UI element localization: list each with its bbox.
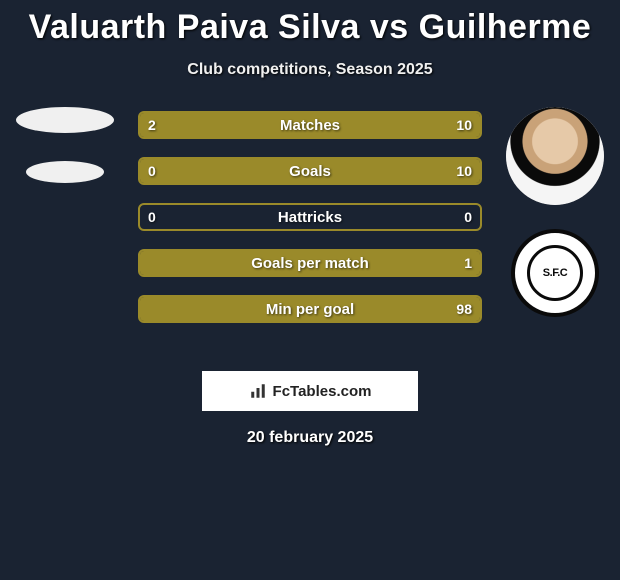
player-right-photo xyxy=(506,107,604,205)
page-title: Valuarth Paiva Silva vs Guilherme xyxy=(0,8,620,47)
stat-label: Goals xyxy=(140,159,480,183)
header: Valuarth Paiva Silva vs Guilherme Club c… xyxy=(0,0,620,79)
attribution-badge[interactable]: FcTables.com xyxy=(202,371,418,411)
stat-value-right: 0 xyxy=(464,205,472,229)
stat-label: Matches xyxy=(140,113,480,137)
player-left-crest-placeholder xyxy=(26,161,104,183)
stat-bars: Matches210Goals010Hattricks00Goals per m… xyxy=(138,107,482,323)
stat-row: Goals0 10 xyxy=(138,157,482,185)
stat-value-left: 2 xyxy=(148,113,156,137)
stat-row: Hattricks0 0 xyxy=(138,203,482,231)
comparison-content: S.F.C Matches210Goals010Hattricks00Goals… xyxy=(0,107,620,367)
player-right-crest: S.F.C xyxy=(511,229,599,317)
player-left-photo-placeholder xyxy=(16,107,114,133)
stat-row: Min per goal98 xyxy=(138,295,482,323)
chart-icon xyxy=(249,382,267,400)
footer-date: 20 february 2025 xyxy=(0,429,620,447)
page-subtitle: Club competitions, Season 2025 xyxy=(0,61,620,79)
player-left-column xyxy=(10,107,120,211)
stat-label: Goals per match xyxy=(140,251,480,275)
player-photo-icon xyxy=(506,107,604,205)
stat-value-left: 0 xyxy=(148,205,156,229)
stat-value-right: 10 xyxy=(456,159,472,183)
crest-text: S.F.C xyxy=(543,267,567,279)
player-right-column: S.F.C xyxy=(500,107,610,317)
stat-value-right: 10 xyxy=(456,113,472,137)
stat-value-right: 98 xyxy=(456,297,472,321)
attribution-text: FcTables.com xyxy=(273,383,372,400)
stat-value-right: 1 xyxy=(464,251,472,275)
stat-row: Goals per match1 xyxy=(138,249,482,277)
stat-value-left: 0 xyxy=(148,159,156,183)
stat-row: Matches2 10 xyxy=(138,111,482,139)
stat-label: Hattricks xyxy=(140,205,480,229)
stat-label: Min per goal xyxy=(140,297,480,321)
